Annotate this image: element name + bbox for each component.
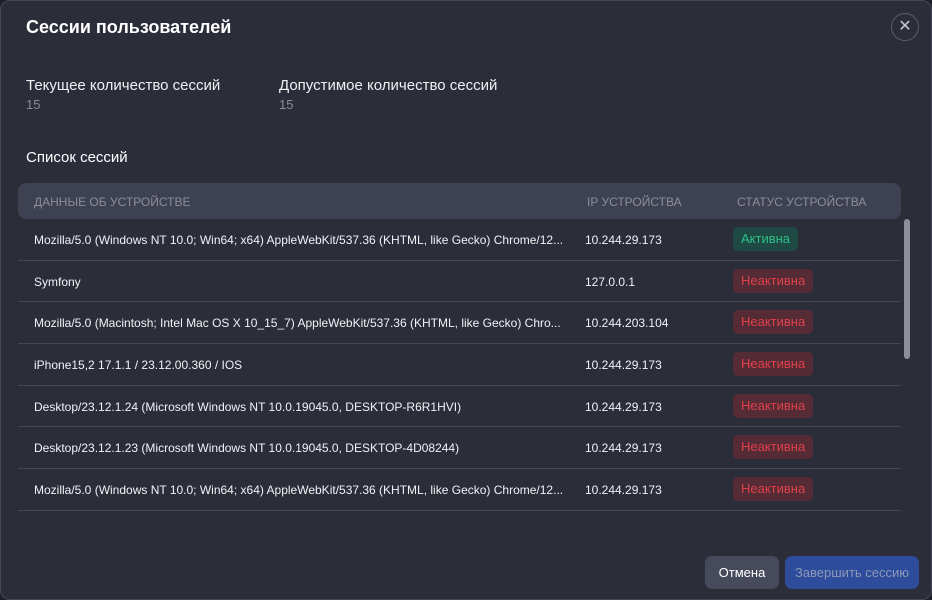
status-badge: Неактивна — [733, 352, 814, 377]
device-info: Mozilla/5.0 (Windows NT 10.0; Win64; x64… — [34, 483, 564, 498]
current-sessions: Текущее количество сессий 15 — [26, 77, 220, 112]
device-info: iPhone15,2 17.1.1 / 23.12.00.360 / IOS — [34, 358, 243, 373]
status-badge: Активна — [733, 227, 799, 251]
device-ip: 10.244.29.173 — [585, 399, 662, 414]
column-device: ДАННЫЕ ОБ УСТРОЙСТВЕ — [34, 195, 191, 209]
device-ip: 10.244.29.173 — [585, 441, 662, 456]
close-icon[interactable]: ✕ — [891, 13, 919, 41]
current-sessions-label: Текущее количество сессий — [26, 77, 221, 94]
status-badge: Неактивна — [733, 435, 814, 460]
cancel-button[interactable]: Отмена — [705, 556, 779, 589]
device-info: Mozilla/5.0 (Windows NT 10.0; Win64; x64… — [34, 233, 564, 247]
table-row[interactable]: Mozilla/5.0 (Windows NT 10.0; Win64; x64… — [18, 469, 901, 511]
device-ip: 10.244.29.173 — [585, 483, 662, 498]
device-ip: 127.0.0.1 — [585, 274, 636, 289]
device-ip: 10.244.203.104 — [585, 316, 669, 331]
allowed-sessions: Допустимое количество сессий 15 — [279, 77, 497, 112]
table-row[interactable]: Symfony 127.0.0.1 Неактивна — [18, 261, 901, 303]
table-body: Mozilla/5.0 (Windows NT 10.0; Win64; x64… — [18, 219, 901, 519]
table-row[interactable]: Mozilla/5.0 (Windows NT 10.0; Win64; x64… — [18, 219, 901, 261]
allowed-sessions-label: Допустимое количество сессий — [279, 77, 498, 94]
table-row[interactable]: Desktop/23.12.1.24 (Microsoft Windows NT… — [18, 386, 901, 428]
allowed-sessions-value: 15 — [279, 97, 294, 112]
column-ip: IP УСТРОЙСТВА — [587, 195, 682, 209]
dialog-title: Сессии пользователей — [26, 17, 232, 37]
end-session-button[interactable]: Завершить сессию — [785, 556, 919, 589]
table-row[interactable]: iPhone15,2 17.1.1 / 23.12.00.360 / IOS 1… — [18, 344, 901, 386]
device-info: Desktop/23.12.1.23 (Microsoft Windows NT… — [34, 441, 460, 456]
device-ip: 10.244.29.173 — [585, 233, 662, 247]
table-row[interactable]: Mozilla/5.0 (Macintosh; Intel Mac OS X 1… — [18, 302, 901, 345]
device-ip: 10.244.29.173 — [585, 358, 662, 373]
status-badge: Неактивна — [733, 310, 814, 335]
device-info: Desktop/23.12.1.24 (Microsoft Windows NT… — [34, 399, 462, 414]
table-row[interactable]: Неактивна — [18, 511, 901, 519]
list-title: Список сессий — [26, 149, 128, 166]
scrollbar[interactable] — [904, 219, 910, 359]
device-info: Symfony — [34, 274, 81, 289]
table-header: ДАННЫЕ ОБ УСТРОЙСТВЕ IP УСТРОЙСТВА СТАТУ… — [18, 183, 901, 219]
status-badge: Неактивна — [733, 393, 814, 418]
column-status: СТАТУС УСТРОЙСТВА — [737, 195, 867, 209]
status-badge: Неактивна — [733, 477, 814, 502]
current-sessions-value: 15 — [26, 97, 41, 112]
table-row[interactable]: Desktop/23.12.1.23 (Microsoft Windows NT… — [18, 427, 901, 470]
status-badge: Неактивна — [733, 268, 814, 293]
device-info: Mozilla/5.0 (Macintosh; Intel Mac OS X 1… — [34, 316, 561, 331]
